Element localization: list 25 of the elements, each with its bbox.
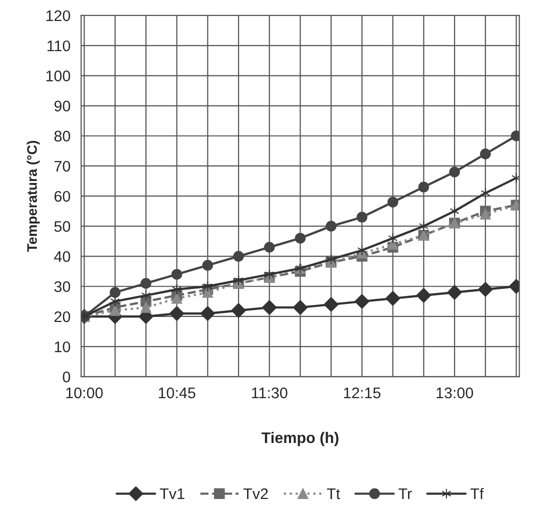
y-tick-label: 110 [48, 40, 70, 52]
y-tick-label: 120 [46, 10, 70, 22]
y-tick-label: 60 [54, 190, 70, 202]
x-tick-label: 11:30 [252, 388, 288, 398]
y-tick-label: 20 [54, 311, 70, 322]
legend-label: Tv2 [243, 488, 268, 500]
y-tick-label: 90 [54, 100, 70, 112]
x-tick-label: 13:00 [436, 388, 474, 398]
legend-label: Tt [326, 488, 340, 500]
y-axis-title: Temperatura (°C) [26, 140, 40, 252]
legend-label: Tf [470, 488, 484, 500]
y-tick-label: 10 [54, 341, 70, 352]
y-tick-label: 30 [54, 281, 70, 292]
y-tick-label: 100 [46, 70, 70, 82]
legend-label: Tv1 [160, 488, 184, 500]
legend-label: Tr [398, 488, 412, 500]
y-tick-label: 70 [54, 160, 70, 172]
y-tick-label: 80 [54, 130, 70, 142]
y-tick-label: 50 [54, 221, 70, 232]
y-tick-label: 40 [54, 251, 70, 262]
x-tick-label: 10:45 [158, 388, 196, 398]
x-tick-label: 12:15 [344, 388, 380, 398]
x-axis-title: Tiempo (h) [262, 432, 338, 446]
x-tick-label: 10:00 [66, 388, 103, 398]
y-tick-label: 0 [62, 372, 70, 382]
